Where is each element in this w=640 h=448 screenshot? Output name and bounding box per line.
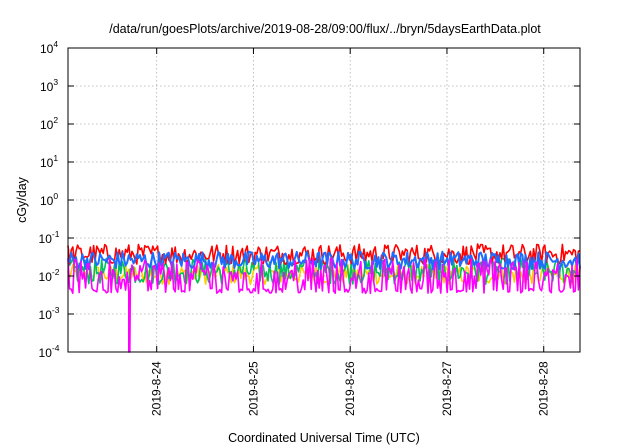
x-tick-label: 2019-8-24 [150, 361, 164, 416]
series-line-5 [67, 257, 581, 353]
chart-title: /data/run/goesPlots/archive/2019-08-28/0… [109, 22, 541, 36]
y-tick-label: 102 [40, 115, 58, 132]
y-tick-label: 100 [40, 191, 58, 208]
grid [68, 48, 580, 352]
series-line-4 [67, 250, 581, 271]
y-tick-label: 10-2 [39, 267, 60, 284]
series-line-1 [67, 243, 581, 266]
x-axis-label: Coordinated Universal Time (UTC) [228, 431, 420, 445]
x-axis: 2019-8-24 2019-8-25 2019-8-26 2019-8-27 2019… [150, 48, 551, 416]
y-axis-label: cGy/day [15, 176, 29, 223]
y-axis: 10-4 10-3 10-2 10-1 100 101 102 103 104 [39, 39, 580, 360]
y-tick-label: 101 [40, 153, 58, 170]
y-tick-label: 10-3 [39, 305, 60, 322]
y-tick-label: 104 [40, 39, 58, 56]
y-tick-label: 103 [40, 77, 58, 94]
y-tick-label: 10-4 [39, 343, 60, 360]
y-tick-label: 10-1 [39, 229, 60, 246]
x-tick-label: 2019-8-28 [537, 361, 551, 416]
x-tick-label: 2019-8-27 [440, 361, 454, 416]
x-tick-label: 2019-8-25 [246, 361, 260, 416]
x-tick-label: 2019-8-26 [343, 361, 357, 416]
series-group [67, 243, 581, 353]
